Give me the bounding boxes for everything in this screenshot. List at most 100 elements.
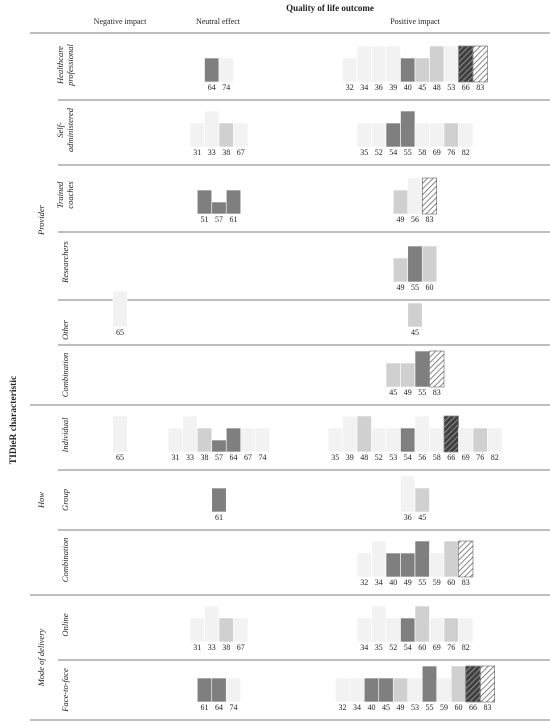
bar: [189, 617, 205, 643]
study-label: 38: [222, 643, 230, 652]
bar: [385, 617, 401, 643]
bar: [204, 57, 220, 83]
study-label: 45: [411, 328, 419, 337]
study-label: 40: [389, 578, 397, 587]
bar: [407, 177, 423, 215]
study-label: 82: [462, 643, 470, 652]
bar: [371, 605, 387, 643]
bar: [392, 257, 409, 283]
study-label: 65: [116, 328, 124, 337]
study-label: 45: [418, 83, 426, 92]
bar: [400, 57, 416, 83]
bar: [429, 552, 445, 578]
bar: [443, 122, 459, 148]
study-label: 40: [368, 703, 376, 712]
study-label: 69: [433, 643, 441, 652]
study-label: 82: [462, 148, 470, 157]
study-label: 54: [389, 148, 397, 157]
row-label: Trained: [55, 181, 65, 208]
study-label: 55: [418, 578, 426, 587]
bar: [211, 677, 227, 703]
bar: [400, 552, 416, 578]
study-label: 69: [433, 148, 441, 157]
bar: [421, 665, 438, 703]
row-label: Combination: [60, 353, 70, 397]
study-label: 61: [230, 215, 238, 224]
bar: [196, 677, 213, 703]
bar: [378, 677, 394, 703]
study-label: 76: [476, 453, 484, 462]
bar: [349, 677, 365, 703]
bar: [356, 122, 372, 148]
column-header: Positive impact: [390, 17, 440, 26]
study-label: 67: [244, 453, 252, 462]
study-label: 59: [440, 703, 448, 712]
study-label: 67: [237, 643, 245, 652]
group-label: Provider: [36, 204, 46, 236]
row-label: Other: [60, 319, 70, 340]
study-label: 34: [353, 703, 361, 712]
bar: [429, 45, 445, 83]
bar: [189, 122, 205, 148]
bar: [400, 110, 416, 148]
bar: [112, 290, 128, 328]
study-label: 76: [447, 643, 455, 652]
study-label: 74: [230, 703, 238, 712]
bar: [356, 552, 372, 578]
bar: [407, 302, 423, 328]
study-label: 55: [411, 283, 419, 292]
bar: [414, 350, 430, 388]
bar: [458, 617, 474, 643]
bar: [356, 415, 372, 453]
study-label: 35: [360, 148, 368, 157]
bar: [356, 45, 372, 83]
bar: [429, 617, 445, 643]
row-label: Self-: [55, 122, 65, 138]
study-label: 55: [418, 388, 426, 397]
study-label: 74: [222, 83, 230, 92]
study-label: 35: [375, 643, 383, 652]
bar: [414, 605, 430, 643]
bar: [385, 122, 401, 148]
study-label: 31: [193, 148, 201, 157]
study-label: 32: [360, 578, 368, 587]
study-label: 49: [397, 215, 405, 224]
study-label: 56: [411, 215, 419, 224]
row-label: Individual: [60, 417, 70, 454]
bar: [371, 122, 387, 148]
bar: [254, 427, 271, 453]
study-label: 48: [433, 83, 441, 92]
study-label: 69: [462, 453, 470, 462]
study-label: 56: [418, 453, 426, 462]
study-label: 83: [462, 578, 470, 587]
study-label: 57: [215, 215, 223, 224]
study-label: 31: [172, 453, 180, 462]
study-label: 35: [331, 453, 339, 462]
study-label: 32: [346, 83, 354, 92]
study-label: 39: [389, 83, 397, 92]
bar: [342, 415, 358, 453]
study-label: 33: [208, 643, 216, 652]
study-label: 33: [208, 148, 216, 157]
bar: [429, 122, 445, 148]
row-label: administered: [65, 107, 75, 152]
column-header: Neutral effect: [196, 17, 241, 26]
study-label: 83: [433, 388, 441, 397]
bar: [167, 427, 184, 453]
study-label: 34: [375, 578, 383, 587]
study-label: 40: [404, 83, 412, 92]
bar: [414, 122, 430, 148]
study-label: 61: [215, 513, 223, 522]
study-label: 51: [201, 215, 209, 224]
bar-hatch: [429, 350, 445, 388]
study-label: 49: [404, 578, 412, 587]
bar: [429, 427, 445, 453]
study-label: 58: [418, 148, 426, 157]
study-label: 52: [389, 643, 397, 652]
study-label: 64: [208, 83, 216, 92]
bar: [407, 245, 423, 283]
bar: [443, 540, 459, 578]
study-label: 32: [339, 703, 347, 712]
bar-hatch: [472, 45, 488, 83]
bar: [414, 57, 430, 83]
